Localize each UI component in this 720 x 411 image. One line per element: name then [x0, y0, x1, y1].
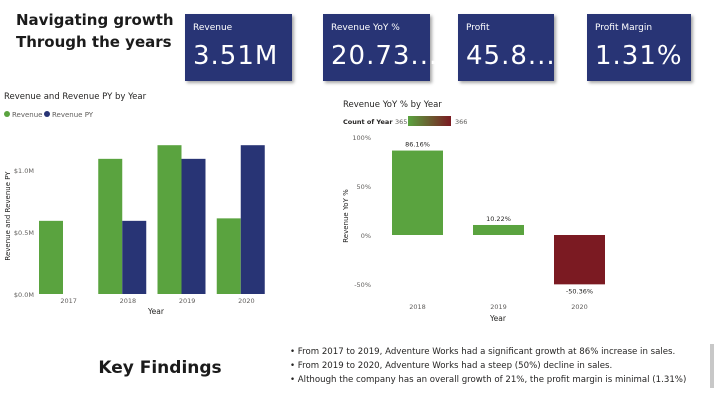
x-axis-title: Year [147, 307, 165, 316]
key-findings-list: • From 2017 to 2019, Adventure Works had… [290, 345, 714, 387]
x-tick-label: 2018 [120, 297, 137, 305]
bar-revenue [216, 218, 241, 294]
bar-revenue-py [181, 158, 206, 294]
kpi-card-profit[interactable]: Profit 45.8... [458, 14, 556, 81]
page-title-line-1: Navigating growth [16, 11, 174, 29]
kpi-value: 1.31% [595, 41, 683, 71]
bar-revenue [39, 220, 63, 294]
color-legend-label: Count of Year [343, 118, 393, 126]
chart-title-revenue: Revenue and Revenue PY by Year [4, 92, 147, 102]
bar-revenue-py [240, 145, 265, 294]
bar-revenue [98, 158, 123, 294]
kpi-label: Profit Margin [595, 23, 653, 33]
data-label: 10.22% [486, 215, 511, 223]
legend-label: Revenue PY [52, 111, 94, 119]
kpi-card-revenue[interactable]: Revenue 3.51M [185, 14, 292, 81]
page-title: Navigating growth Through the years [16, 9, 186, 53]
y-tick-label: 50% [357, 183, 371, 191]
x-tick-label: 2018 [409, 303, 426, 311]
bar-yoy [473, 224, 524, 235]
legend-marker [4, 111, 10, 117]
x-tick-label: 2019 [179, 297, 196, 305]
kpi-value: 20.73... [331, 41, 439, 71]
legend-marker [44, 111, 50, 117]
color-legend-max: 366 [455, 118, 467, 126]
finding-item: • From 2019 to 2020, Adventure Works had… [290, 361, 613, 371]
x-tick-label: 2020 [571, 303, 588, 311]
bar-revenue-py [122, 220, 147, 294]
bar-revenue [157, 145, 182, 294]
color-legend-gradient [408, 116, 451, 126]
bar-yoy [554, 235, 605, 285]
kpi-card-revenue-yoy[interactable]: Revenue YoY % 20.73... [323, 14, 439, 81]
bar-yoy [392, 150, 443, 235]
y-tick-label: -50% [354, 281, 371, 289]
kpi-label: Revenue YoY % [331, 23, 400, 33]
kpi-label: Revenue [193, 23, 233, 33]
data-label: 86.16% [405, 141, 430, 149]
kpi-card-profit-margin[interactable]: Profit Margin 1.31% [587, 14, 691, 81]
x-tick-label: 2019 [490, 303, 507, 311]
y-tick-label: $0.5M [14, 229, 34, 237]
y-tick-label: $1.0M [14, 167, 34, 175]
finding-item: • From 2017 to 2019, Adventure Works had… [290, 347, 676, 357]
kpi-value: 45.8... [466, 41, 556, 71]
x-tick-label: 2017 [60, 297, 77, 305]
y-axis-title: Revenue and Revenue PY [4, 171, 12, 261]
y-tick-label: 100% [352, 134, 371, 142]
y-tick-label: 0% [361, 232, 371, 240]
data-label: -50.36% [566, 287, 593, 295]
chart-title-yoy: Revenue YoY % by Year [343, 100, 442, 110]
page-title-line-2: Through the years [16, 33, 172, 51]
x-axis-title: Year [489, 314, 507, 323]
findings-scrollbar[interactable] [710, 344, 714, 388]
legend-label: Revenue [12, 111, 43, 119]
y-axis-title: Revenue YoY % [342, 189, 350, 243]
finding-item: • Although the company has an overall gr… [290, 375, 687, 385]
x-tick-label: 2020 [238, 297, 255, 305]
kpi-label: Profit [466, 23, 490, 33]
color-legend-min: 365 [395, 118, 407, 126]
y-tick-label: $0.0M [14, 291, 34, 299]
key-findings-heading: Key Findings [98, 358, 222, 378]
kpi-value: 3.51M [193, 41, 279, 71]
